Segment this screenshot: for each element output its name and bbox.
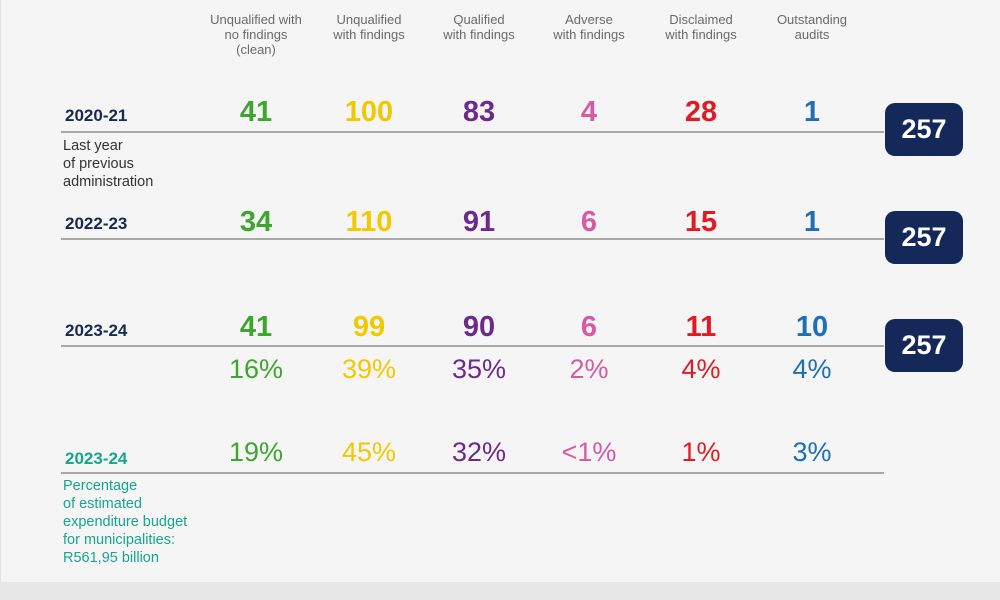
column-header-line: with findings bbox=[665, 27, 737, 42]
audit-outcomes-panel: Unqualified with no findings (clean) Unqual… bbox=[0, 0, 963, 582]
count-qualified: 91 bbox=[462, 206, 496, 238]
count-adverse: 4 bbox=[580, 96, 598, 128]
column-header-line: Disclaimed bbox=[669, 12, 733, 27]
row-subtitle-line: administration bbox=[63, 174, 154, 190]
count-unqualified_findings: 100 bbox=[344, 96, 394, 128]
column-header-line: with findings bbox=[333, 27, 405, 42]
column-header-outstanding: Outstanding audits bbox=[747, 12, 877, 42]
row-year: 2022-23 bbox=[65, 214, 128, 233]
row-subtitle-line: of estimated bbox=[63, 496, 142, 512]
count-clean: 41 bbox=[239, 311, 273, 343]
column-header-unqualified_findings: Unqualified with findings bbox=[304, 12, 434, 42]
column-header-qualified: Qualified with findings bbox=[414, 12, 544, 42]
column-header-line: audits bbox=[794, 27, 830, 42]
column-header-line: with findings bbox=[443, 27, 515, 42]
column-header-line: (clean) bbox=[236, 42, 276, 57]
count-clean: 34 bbox=[239, 206, 273, 238]
row-year: 2023-24 bbox=[65, 449, 128, 468]
count-disclaimed: 15 bbox=[684, 206, 718, 238]
row-subtitle: Percentage of estimated expenditure budget… bbox=[63, 477, 187, 567]
row-subtitle-line: for municipalities: bbox=[63, 532, 176, 548]
row-divider bbox=[61, 238, 884, 240]
row-divider bbox=[61, 472, 884, 474]
column-header-line: no findings bbox=[224, 27, 288, 42]
count-outstanding: 1 bbox=[803, 206, 821, 238]
column-header-line: Outstanding bbox=[776, 12, 848, 27]
column-header-line: Adverse bbox=[565, 12, 613, 27]
percentage-unqualified_findings: 39% bbox=[341, 354, 397, 384]
column-header-adverse: Adverse with findings bbox=[524, 12, 654, 42]
percentage-outstanding: 4% bbox=[792, 354, 832, 384]
count-disclaimed: 28 bbox=[684, 96, 718, 128]
count-unqualified_findings: 110 bbox=[345, 206, 393, 238]
row-subtitle-line: Last year bbox=[63, 138, 123, 154]
count-unqualified_findings: 99 bbox=[352, 311, 386, 343]
count-outstanding: 10 bbox=[795, 311, 829, 343]
row-divider bbox=[61, 345, 884, 347]
percentage-disclaimed: 4% bbox=[681, 354, 721, 384]
column-header-disclaimed: Disclaimed with findings bbox=[636, 12, 766, 42]
row-subtitle-line: of previous bbox=[63, 156, 134, 172]
count-clean: 41 bbox=[239, 96, 273, 128]
total-badge: 257 bbox=[885, 319, 963, 372]
row-subtitle-line: Percentage bbox=[63, 478, 138, 494]
percentage-clean: 16% bbox=[228, 354, 284, 384]
row-year: 2023-24 bbox=[65, 321, 128, 340]
total-badge: 257 bbox=[885, 211, 963, 264]
count-qualified: 90 bbox=[462, 311, 496, 343]
percentage-unqualified_findings: 45% bbox=[341, 437, 397, 467]
row-subtitle: Last year of previous administration bbox=[63, 137, 153, 191]
percentage-adverse: <1% bbox=[561, 437, 617, 467]
bottom-strip bbox=[0, 582, 1000, 600]
percentage-clean: 19% bbox=[228, 437, 284, 467]
count-adverse: 6 bbox=[580, 311, 598, 343]
column-header-line: Unqualified bbox=[336, 12, 402, 27]
percentage-qualified: 32% bbox=[451, 437, 507, 467]
count-disclaimed: 11 bbox=[685, 311, 717, 343]
count-adverse: 6 bbox=[580, 206, 598, 238]
column-header-line: Unqualified with bbox=[210, 12, 302, 27]
count-qualified: 83 bbox=[462, 96, 496, 128]
row-divider bbox=[61, 131, 884, 133]
row-subtitle-line: expenditure budget bbox=[63, 514, 188, 530]
percentage-qualified: 35% bbox=[451, 354, 507, 384]
row-year: 2020-21 bbox=[65, 106, 128, 125]
percentage-outstanding: 3% bbox=[792, 437, 832, 467]
total-badge: 257 bbox=[885, 103, 963, 156]
column-header-line: Qualified bbox=[453, 12, 505, 27]
column-header-clean: Unqualified with no findings (clean) bbox=[191, 12, 321, 57]
count-outstanding: 1 bbox=[803, 96, 821, 128]
column-header-line: with findings bbox=[553, 27, 625, 42]
percentage-disclaimed: 1% bbox=[681, 437, 721, 467]
percentage-adverse: 2% bbox=[569, 354, 609, 384]
row-subtitle-line: R561,95 billion bbox=[63, 550, 159, 566]
